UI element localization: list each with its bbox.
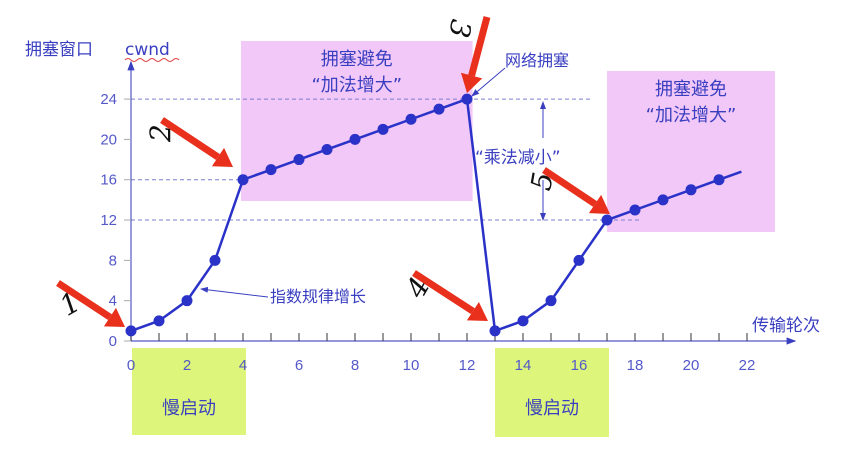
data-point — [125, 325, 137, 337]
y-tick-label: 16 — [100, 172, 117, 189]
y-tick-label: 24 — [100, 91, 117, 108]
red-arrow — [542, 167, 597, 207]
spellcheck-underline — [124, 58, 180, 62]
red-arrowhead — [460, 72, 483, 93]
region-box — [241, 41, 473, 201]
data-point — [237, 174, 249, 186]
data-point — [713, 174, 725, 186]
data-point — [349, 133, 361, 145]
x-tick-label: 2 — [183, 357, 191, 374]
y-axis-label: 拥塞窗口 — [25, 40, 93, 60]
y-axis-unit: cwnd — [125, 40, 170, 60]
data-point — [321, 143, 333, 155]
region-title: 拥塞避免 — [321, 49, 393, 70]
data-point — [489, 325, 501, 337]
annotation-mult-decrease: “乘法减小” — [475, 148, 561, 168]
x-tick-label: 22 — [739, 357, 756, 374]
data-point — [405, 113, 417, 125]
congestion-leader — [471, 67, 506, 97]
x-tick-label: 20 — [683, 357, 700, 374]
data-point — [433, 103, 445, 115]
red-arrow — [468, 16, 491, 77]
y-tick-label: 0 — [109, 333, 117, 350]
region-label: 慢启动 — [525, 398, 579, 419]
region-label: 慢启动 — [162, 398, 216, 419]
red-arrow — [56, 280, 112, 321]
data-point — [657, 194, 669, 206]
data-point — [545, 295, 557, 307]
data-point — [461, 93, 473, 105]
data-point — [293, 154, 305, 166]
data-point — [601, 214, 613, 226]
data-point — [573, 254, 585, 266]
annotation-exp-growth: 指数规律增长 — [270, 287, 366, 306]
red-arrowhead — [588, 194, 610, 214]
red-arrowhead — [103, 307, 125, 327]
marker-number: 2 — [144, 124, 177, 143]
region-subtitle: “加法增大” — [646, 105, 737, 126]
marker-number: 1 — [54, 285, 86, 322]
data-point — [181, 295, 193, 307]
y-tick-label: 4 — [109, 293, 117, 310]
region-box — [495, 348, 609, 437]
data-point — [685, 184, 697, 196]
red-arrow — [412, 270, 475, 315]
y-tick-label: 12 — [100, 212, 117, 229]
data-point — [209, 254, 221, 266]
data-point — [629, 204, 641, 216]
x-tick-label: 8 — [351, 357, 359, 374]
data-point — [517, 315, 529, 327]
annotation-congestion: 网络拥塞 — [505, 51, 569, 70]
x-tick-label: 16 — [571, 357, 588, 374]
x-tick-label: 4 — [239, 357, 247, 374]
x-tick-label: 14 — [515, 357, 532, 374]
marker-number: 3 — [442, 17, 478, 40]
y-tick-label: 8 — [109, 252, 117, 269]
y-tick-label: 20 — [100, 131, 117, 148]
region-subtitle: “加法增大” — [311, 75, 402, 96]
x-tick-label: 12 — [459, 357, 476, 374]
data-point — [377, 123, 389, 135]
x-tick-label: 6 — [295, 357, 303, 374]
region-title: 拥塞避免 — [655, 79, 727, 100]
red-arrow — [160, 117, 220, 160]
marker-number: 5 — [524, 170, 560, 193]
red-arrowhead — [211, 147, 233, 167]
x-tick-label: 18 — [627, 357, 644, 374]
x-axis-label: 传输轮次 — [752, 316, 820, 336]
x-tick-label: 0 — [127, 357, 135, 374]
data-point — [265, 164, 277, 176]
data-point — [153, 315, 165, 327]
exp-growth-leader — [200, 286, 269, 298]
red-arrowhead — [466, 301, 488, 321]
x-tick-label: 10 — [403, 357, 420, 374]
region-box — [132, 348, 246, 435]
